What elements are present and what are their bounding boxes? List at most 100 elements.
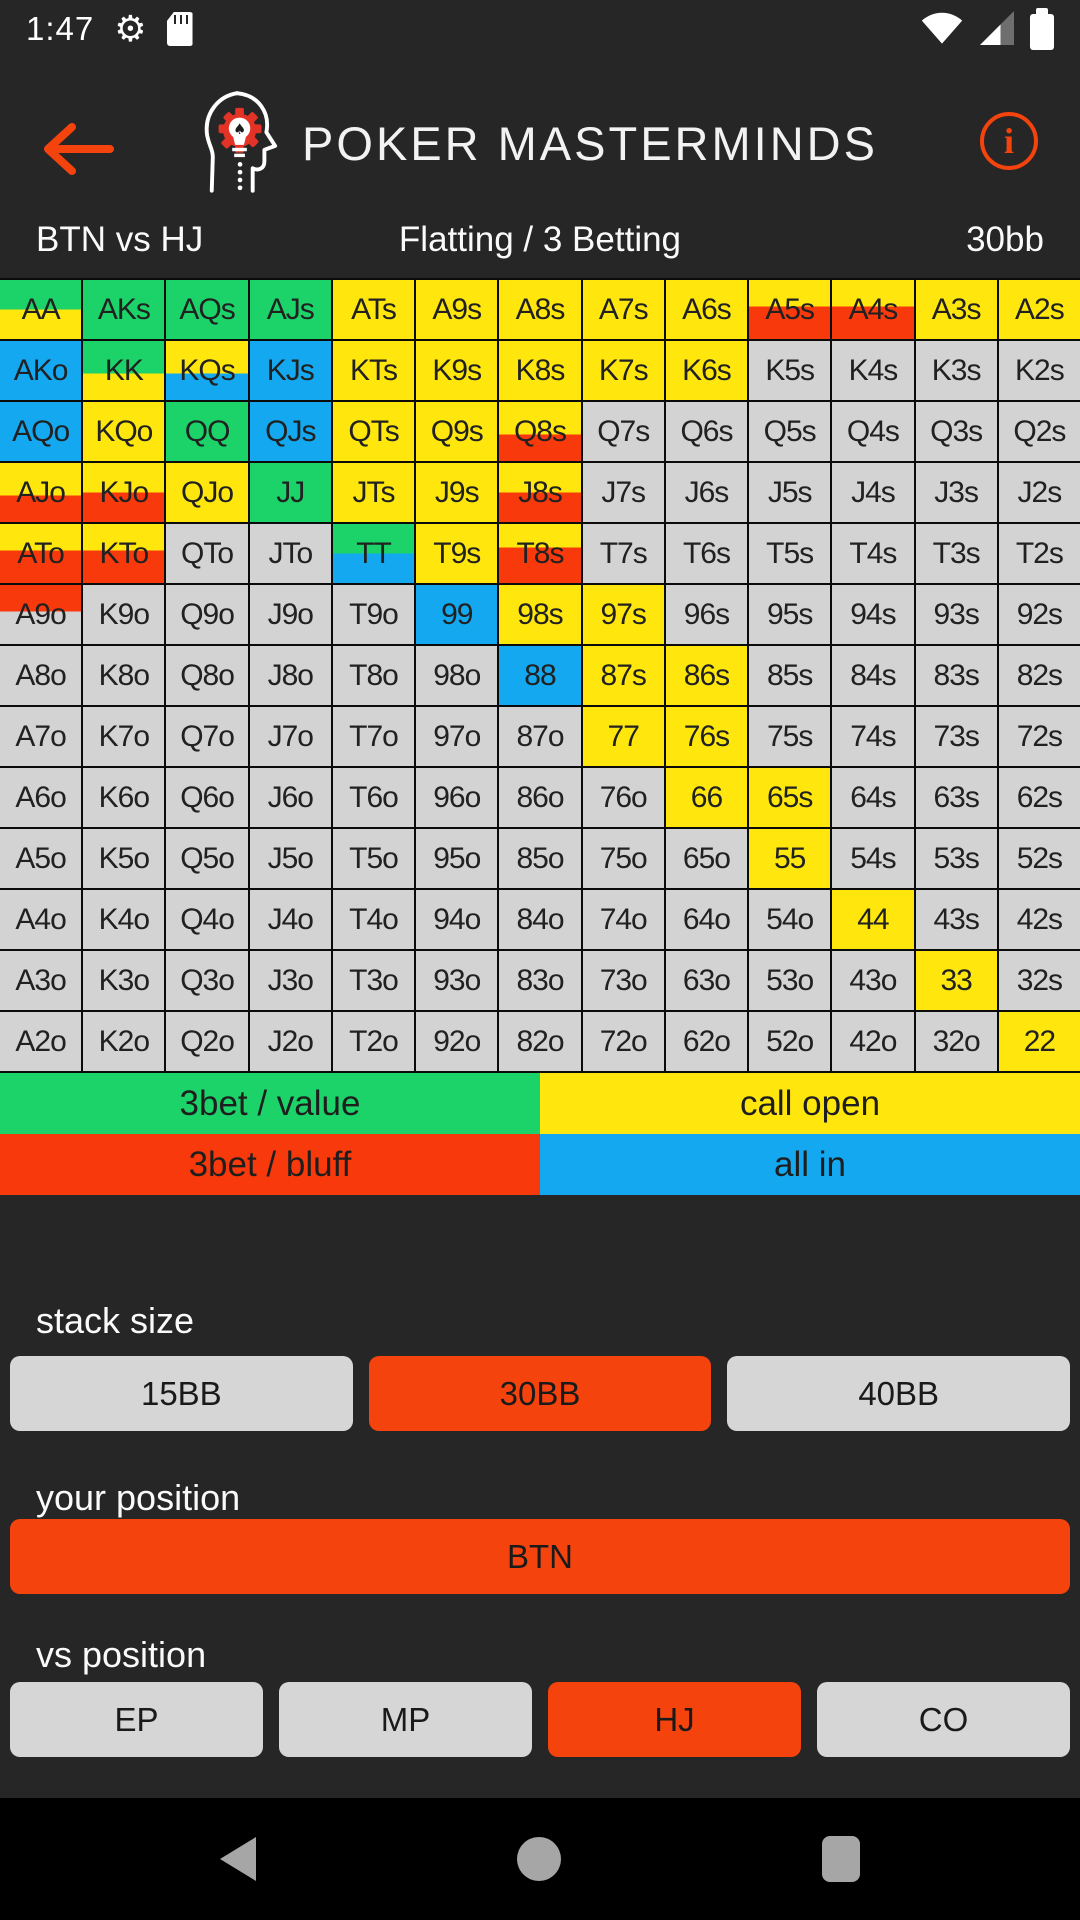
- hand-cell-J4s: J4s: [832, 463, 914, 522]
- hand-cell-Q7o: Q7o: [166, 707, 248, 766]
- hand-cell-K2s: K2s: [998, 341, 1080, 400]
- stack-size-label: stack size: [36, 1300, 195, 1341]
- hand-cell-75o: 75o: [582, 829, 664, 888]
- gear-icon: ⚙: [114, 8, 147, 49]
- cell-signal-icon: [980, 11, 1014, 50]
- your-position-btn-button[interactable]: BTN: [10, 1519, 1070, 1594]
- subheader: BTN vs HJ Flatting / 3 Betting 30bb: [0, 220, 1080, 260]
- vs-position-ep-button[interactable]: EP: [10, 1682, 263, 1757]
- hand-cell-K9s: K9s: [416, 341, 498, 400]
- hand-cell-72o: 72o: [582, 1012, 664, 1071]
- sim-card-icon: [166, 12, 193, 46]
- hand-cell-JTo: JTo: [249, 524, 331, 583]
- matchup-text: BTN vs HJ: [36, 220, 204, 259]
- hand-cell-95s: 95s: [749, 585, 831, 644]
- stack-size-buttons: 15BB 30BB 40BB: [10, 1356, 1071, 1431]
- hand-cell-A2o: A2o: [0, 1012, 82, 1071]
- hand-cell-JTs: JTs: [332, 463, 415, 522]
- nav-back-icon[interactable]: [220, 1837, 256, 1881]
- hand-cell-66: 66: [665, 768, 748, 827]
- wifi-icon: [920, 11, 964, 50]
- hand-cell-32o: 32o: [915, 1012, 997, 1071]
- hand-cell-75s: 75s: [749, 707, 831, 766]
- hand-cell-52o: 52o: [749, 1012, 831, 1071]
- hand-cell-A8s: A8s: [499, 280, 581, 339]
- hand-cell-K6o: K6o: [83, 768, 165, 827]
- svg-text:♠: ♠: [233, 121, 246, 138]
- hand-cell-Q9s: Q9s: [416, 402, 498, 461]
- hand-cell-T6s: T6s: [665, 524, 748, 583]
- hand-cell-K2o: K2o: [83, 1012, 165, 1071]
- stack-size-15bb-button[interactable]: 15BB: [10, 1356, 353, 1431]
- hand-cell-Q6o: Q6o: [166, 768, 248, 827]
- hand-cell-J2s: J2s: [998, 463, 1080, 522]
- legend: 3bet / value call open 3bet / bluff all in: [0, 1073, 1080, 1195]
- hand-cell-K9o: K9o: [83, 585, 165, 644]
- hand-cell-73o: 73o: [582, 951, 664, 1010]
- hand-cell-AKs: AKs: [83, 280, 165, 339]
- hand-cell-53s: 53s: [915, 829, 997, 888]
- hand-cell-94s: 94s: [832, 585, 914, 644]
- hand-cell-ATo: ATo: [0, 524, 82, 583]
- vs-position-hj-button[interactable]: HJ: [548, 1682, 801, 1757]
- nav-recents-icon[interactable]: [822, 1836, 860, 1882]
- hand-cell-Q6s: Q6s: [665, 402, 748, 461]
- hand-cell-92o: 92o: [416, 1012, 498, 1071]
- hand-cell-T8o: T8o: [332, 646, 415, 705]
- hand-cell-Q2o: Q2o: [166, 1012, 248, 1071]
- vs-position-label: vs position: [36, 1634, 207, 1675]
- hand-cell-A8o: A8o: [0, 646, 82, 705]
- hand-cell-84s: 84s: [832, 646, 914, 705]
- hand-cell-42s: 42s: [998, 890, 1080, 949]
- hand-cell-KJs: KJs: [249, 341, 331, 400]
- hand-cell-T4s: T4s: [832, 524, 914, 583]
- hand-cell-98o: 98o: [416, 646, 498, 705]
- vs-position-mp-button[interactable]: MP: [279, 1682, 532, 1757]
- hand-cell-83s: 83s: [915, 646, 997, 705]
- hand-cell-T4o: T4o: [332, 890, 415, 949]
- hand-cell-33: 33: [915, 951, 997, 1010]
- nav-home-icon[interactable]: [517, 1837, 561, 1881]
- hand-cell-K7o: K7o: [83, 707, 165, 766]
- hand-cell-KJo: KJo: [83, 463, 165, 522]
- hand-cell-Q4o: Q4o: [166, 890, 248, 949]
- info-icon[interactable]: i: [980, 112, 1038, 170]
- stack-size-40bb-button[interactable]: 40BB: [727, 1356, 1071, 1431]
- hand-cell-Q2s: Q2s: [998, 402, 1080, 461]
- battery-icon: [1030, 8, 1054, 50]
- hand-cell-73s: 73s: [915, 707, 997, 766]
- hand-cell-Q4s: Q4s: [832, 402, 914, 461]
- app-title: POKER MASTERMINDS: [302, 116, 878, 170]
- hand-cell-63o: 63o: [665, 951, 748, 1010]
- back-arrow-icon[interactable]: [36, 120, 116, 178]
- hand-cell-KK: KK: [83, 341, 165, 400]
- hand-cell-64s: 64s: [832, 768, 914, 827]
- hand-cell-44: 44: [832, 890, 914, 949]
- hand-cell-93s: 93s: [915, 585, 997, 644]
- vs-position-co-button[interactable]: CO: [817, 1682, 1070, 1757]
- hand-cell-62o: 62o: [665, 1012, 748, 1071]
- hand-cell-KTs: KTs: [332, 341, 415, 400]
- hand-cell-99: 99: [416, 585, 498, 644]
- hand-cell-T5o: T5o: [332, 829, 415, 888]
- hand-cell-77: 77: [582, 707, 664, 766]
- clock-text: 1:47: [26, 10, 95, 47]
- hand-cell-97o: 97o: [416, 707, 498, 766]
- hand-cell-K8o: K8o: [83, 646, 165, 705]
- hand-cell-KTo: KTo: [83, 524, 165, 583]
- hand-cell-K5o: K5o: [83, 829, 165, 888]
- hand-cell-T2o: T2o: [332, 1012, 415, 1071]
- stack-text: 30bb: [966, 220, 1044, 259]
- stack-size-30bb-button[interactable]: 30BB: [368, 1356, 712, 1431]
- hand-cell-JJ: JJ: [249, 463, 331, 522]
- hand-cell-Q5o: Q5o: [166, 829, 248, 888]
- hand-cell-52s: 52s: [998, 829, 1080, 888]
- controls: stack size 15BB 30BB 40BB your position BT…: [0, 1300, 1080, 1757]
- hand-cell-97s: 97s: [582, 585, 664, 644]
- vs-position-buttons: EP MP HJ CO: [10, 1682, 1070, 1757]
- status-bar: 1:47 ⚙: [0, 0, 1080, 58]
- hand-cell-AA: AA: [0, 280, 82, 339]
- legend-3bet-value: 3bet / value: [0, 1073, 540, 1134]
- hand-cell-QTo: QTo: [166, 524, 248, 583]
